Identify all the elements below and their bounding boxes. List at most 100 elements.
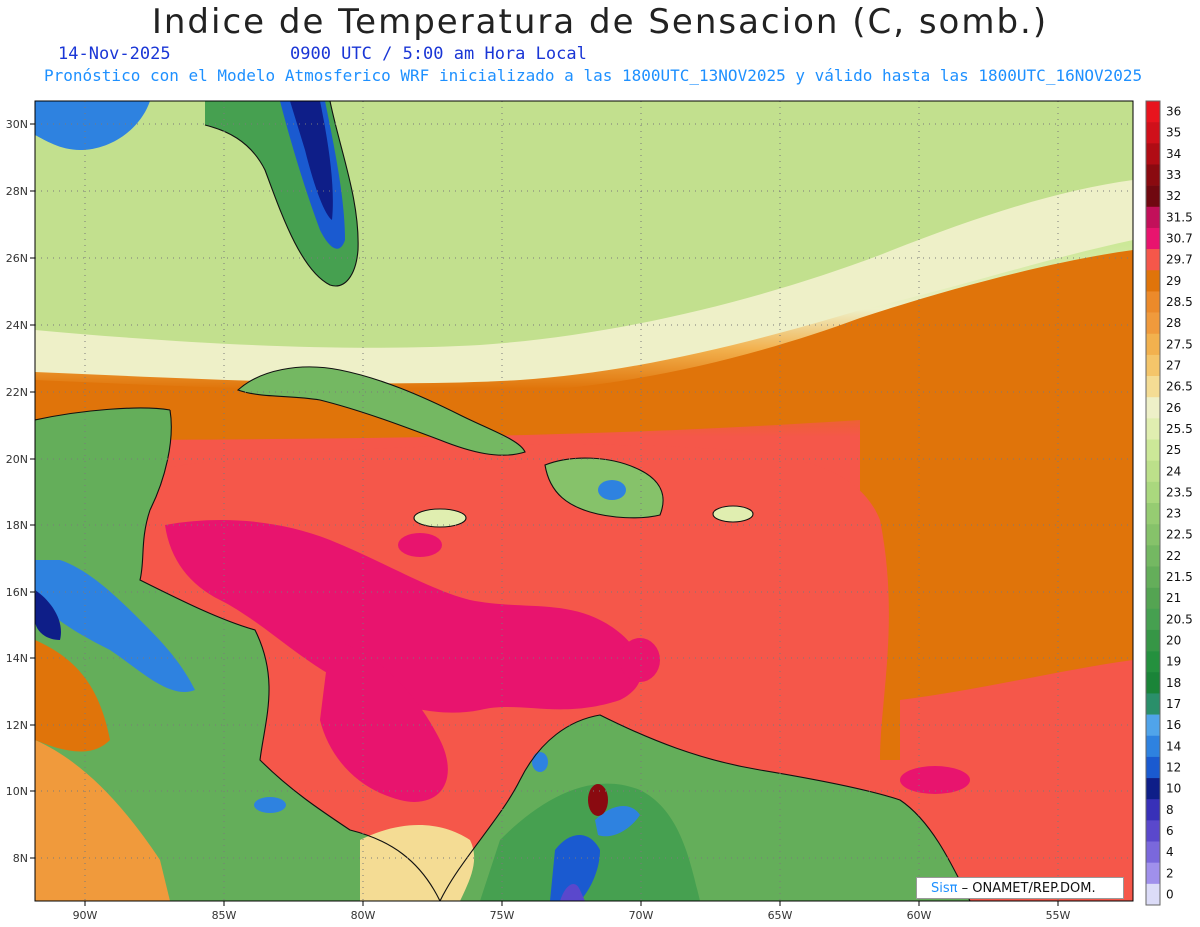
yucatan-coast: [35, 407, 171, 421]
colorbar-swatch: [1146, 164, 1160, 186]
jamaica-land: [414, 509, 466, 527]
y-tick-label: 12N: [6, 719, 28, 732]
colorbar-swatch: [1146, 693, 1160, 715]
tick-marks: [30, 123, 1059, 906]
colorbar-label: 10: [1166, 782, 1181, 796]
colorbar-label: 23: [1166, 507, 1181, 521]
colorbar-swatch: [1146, 651, 1160, 673]
transition-band: [35, 180, 1133, 384]
map-title: Indice de Temperatura de Sensacion (C, s…: [151, 2, 1049, 42]
andes-cool: [550, 835, 600, 901]
coastlines: [35, 101, 971, 901]
y-tick-label: 26N: [6, 252, 28, 265]
colorbar-label: 8: [1166, 803, 1174, 817]
colorbar-border: [1145, 100, 1161, 906]
map-border: [34, 100, 1134, 902]
colorbar-label: 27.5: [1166, 337, 1193, 351]
pacific-warm: [35, 740, 170, 901]
pacific-orange: [35, 640, 110, 752]
colorbar-swatch: [1146, 608, 1160, 631]
colorbar-swatch: [1146, 799, 1160, 821]
colorbar-label: 19: [1166, 655, 1181, 669]
colorbar-swatch: [1146, 291, 1160, 313]
honduras-cool: [35, 560, 195, 692]
graticule: [35, 101, 1133, 901]
credit-box: Sisπ – ONAMET/REP.DOM.: [916, 877, 1124, 899]
colorbar-swatch: [1146, 418, 1160, 440]
colorbar-label: 29.7: [1166, 253, 1193, 267]
colorbar-label: 6: [1166, 824, 1174, 838]
costa-rica-cool: [254, 797, 286, 813]
colorbar-label: 23.5: [1166, 485, 1193, 499]
x-axis-labels: 90W 85W 80W 75W 70W 65W 60W 55W: [73, 909, 1071, 922]
colorbar-label: 12: [1166, 760, 1181, 774]
colorbar-swatch: [1146, 354, 1160, 377]
sis-logo-text: Sisπ: [931, 881, 958, 896]
colorbar-swatch: [1146, 143, 1160, 165]
central-america-coast: [139, 409, 441, 901]
hispaniola-cool: [598, 480, 626, 500]
x-tick-label: 60W: [907, 909, 932, 922]
colorbar-swatch: [1146, 841, 1160, 863]
colorbar-label: 21: [1166, 591, 1181, 605]
colorbar-label: 22: [1166, 549, 1181, 563]
model-description: Pronóstico con el Modelo Atmosferico WRF…: [44, 66, 1143, 85]
colorbar-swatch: [1146, 503, 1160, 525]
colorbar-label: 35: [1166, 126, 1181, 140]
central-america-land: [35, 408, 440, 901]
x-tick-label: 55W: [1046, 909, 1071, 922]
colorbar-label: 33: [1166, 168, 1181, 182]
colorbar-swatch: [1146, 883, 1160, 906]
colorbar-label: 20: [1166, 634, 1181, 648]
andes-cool-2: [595, 805, 640, 837]
colorbar-label: 36: [1166, 105, 1181, 119]
x-tick-label: 70W: [629, 909, 654, 922]
colorbar-swatch: [1146, 756, 1160, 779]
colorbar-swatch: [1146, 524, 1160, 546]
panama-warm-band: [360, 825, 475, 901]
colorbar-swatch: [1146, 778, 1160, 800]
colorbar-swatch: [1146, 333, 1160, 356]
y-tick-label: 16N: [6, 586, 28, 599]
x-tick-label: 90W: [73, 909, 98, 922]
colorbar-swatch: [1146, 206, 1160, 229]
colorbar-label: 25: [1166, 443, 1181, 457]
magenta-spot: [620, 638, 660, 682]
colorbar-label: 2: [1166, 866, 1174, 880]
colorbar-swatch: [1146, 249, 1160, 271]
colorbar-label: 14: [1166, 739, 1181, 753]
colorbar-swatch: [1146, 481, 1160, 504]
colorbar-label: 20.5: [1166, 612, 1193, 626]
colorbar-label: 22.5: [1166, 528, 1193, 542]
colorbar-label: 28.5: [1166, 295, 1193, 309]
colorbar-swatch: [1146, 270, 1160, 292]
y-tick-label: 8N: [13, 852, 28, 865]
colorbar-swatch: [1146, 227, 1160, 250]
colorbar-swatch: [1146, 122, 1160, 144]
magenta-south: [320, 640, 448, 802]
colorbar-label: 32: [1166, 189, 1181, 203]
colorbar-label: 24: [1166, 464, 1181, 478]
magenta-east: [900, 766, 970, 794]
colorbar-swatch: [1146, 101, 1160, 123]
cuba-land: [238, 366, 525, 456]
colorbar-swatch: [1146, 735, 1160, 758]
y-tick-label: 10N: [6, 785, 28, 798]
colorbar-swatch: [1146, 629, 1160, 652]
colorbar-label: 30.7: [1166, 232, 1193, 246]
colorbar-swatch: [1146, 566, 1160, 588]
colorbar-label: 25.5: [1166, 422, 1193, 436]
south-america-coast: [439, 714, 971, 901]
puerto-rico-land: [713, 506, 753, 522]
florida-coldest: [290, 101, 333, 220]
forecast-date: 14-Nov-2025: [58, 44, 171, 64]
colorbar-swatch: [1146, 185, 1160, 208]
sierra-nevada-cool: [532, 752, 548, 772]
colorbar-label: 18: [1166, 676, 1181, 690]
colorbar: 363534333231.530.729.72928.52827.52726.5…: [1145, 100, 1193, 906]
y-axis-labels: 30N 28N 26N 24N 22N 20N 18N 16N 14N 12N …: [6, 118, 28, 865]
colorbar-swatch: [1146, 545, 1160, 567]
colorbar-swatch: [1146, 397, 1160, 419]
colorbar-swatch: [1146, 672, 1160, 694]
